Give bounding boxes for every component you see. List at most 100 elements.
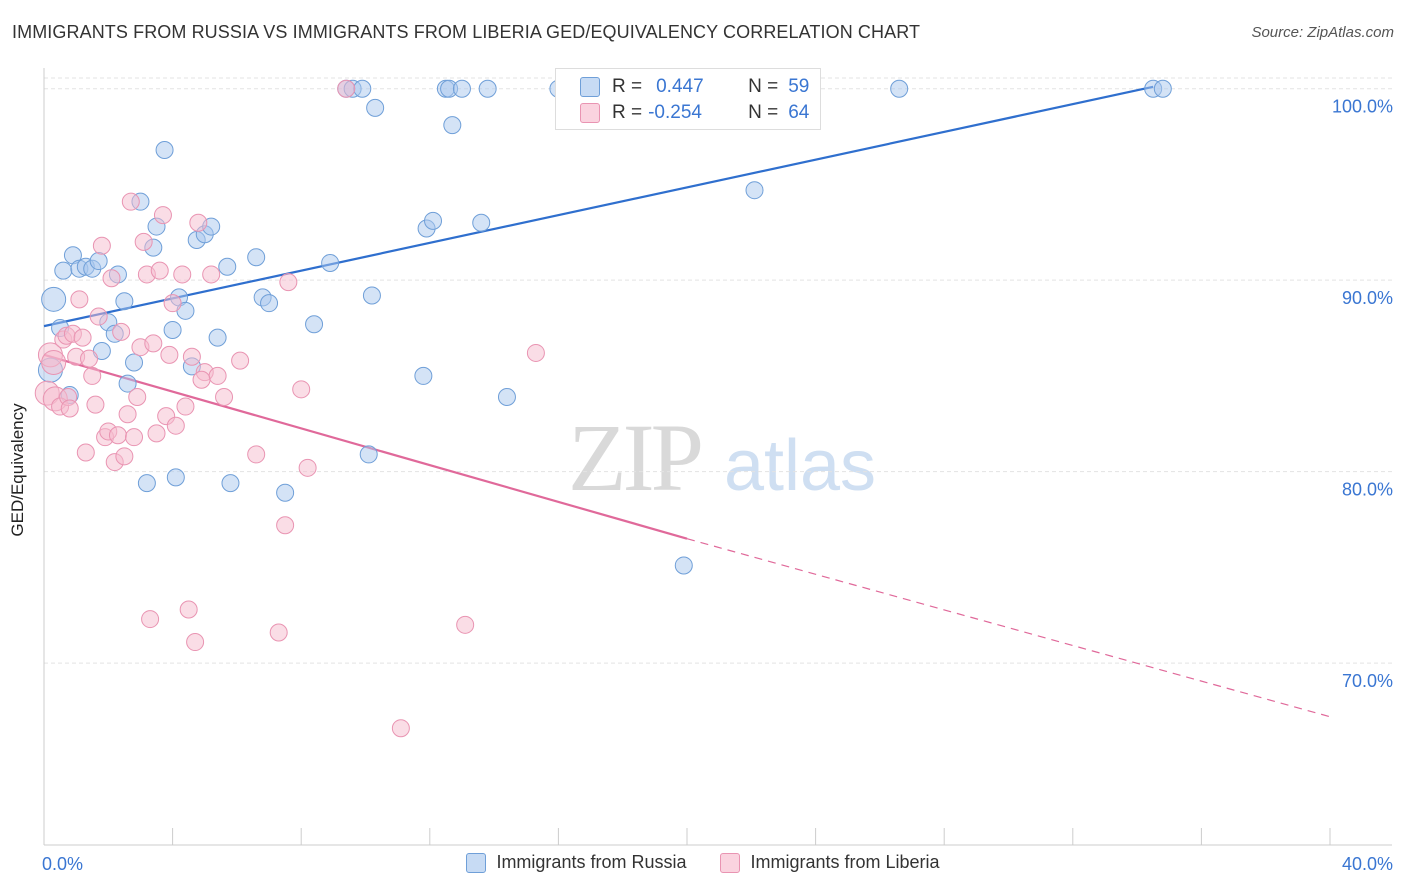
point-russia [366, 98, 385, 117]
point-russia [305, 315, 324, 334]
point-liberia [160, 345, 179, 364]
point-liberia [121, 192, 140, 211]
legend-russia-label: Immigrants from Russia [496, 852, 687, 872]
point-liberia [292, 380, 311, 399]
point-liberia [202, 265, 221, 284]
legend-item-liberia[interactable]: Immigrants from Liberia [720, 852, 940, 873]
point-liberia [73, 328, 92, 347]
point-russia [472, 213, 491, 232]
point-liberia [150, 261, 169, 280]
point-russia [745, 181, 764, 200]
stats-row-russia: R = 0.447 N = 59 [580, 74, 809, 100]
point-russia [41, 286, 67, 312]
point-liberia [231, 351, 250, 370]
y-tick-label: 70.0% [1342, 671, 1393, 691]
point-liberia [115, 447, 134, 466]
series-liberia [34, 79, 545, 738]
stats-liberia-r: -0.254 [648, 102, 702, 123]
point-liberia [118, 405, 137, 424]
point-liberia [215, 387, 234, 406]
point-liberia [60, 399, 79, 418]
point-russia [478, 79, 497, 98]
point-liberia [83, 366, 102, 385]
point-liberia [144, 334, 163, 353]
point-russia [155, 140, 174, 159]
stats-r-label: R = [612, 76, 643, 97]
point-liberia [391, 719, 410, 738]
correlation-stats-box: R = 0.447 N = 59 R = -0.254 N = 64 [555, 68, 821, 130]
stats-n-label: N = [748, 76, 779, 97]
point-liberia [80, 349, 99, 368]
point-russia [54, 261, 73, 280]
watermark-atlas: atlas [724, 426, 876, 506]
point-russia [276, 483, 295, 502]
point-russia [221, 474, 240, 493]
point-russia [353, 79, 372, 98]
point-russia [452, 79, 471, 98]
chart-title: IMMIGRANTS FROM RUSSIA VS IMMIGRANTS FRO… [12, 22, 921, 42]
point-russia [674, 556, 693, 575]
y-tick-label: 90.0% [1342, 288, 1393, 308]
point-liberia [70, 290, 89, 309]
point-liberia [102, 269, 121, 288]
point-liberia [456, 615, 475, 634]
point-liberia [153, 206, 172, 225]
point-russia [118, 374, 137, 393]
point-russia [115, 292, 134, 311]
legend-item-russia[interactable]: Immigrants from Russia [466, 852, 686, 873]
point-liberia [189, 213, 208, 232]
point-liberia [41, 350, 67, 376]
point-russia [1153, 79, 1172, 98]
point-liberia [112, 322, 131, 341]
y-tick-label: 80.0% [1342, 480, 1393, 500]
point-liberia [86, 395, 105, 414]
trend-lines [43, 85, 1331, 718]
point-liberia [166, 416, 185, 435]
point-liberia [176, 397, 195, 416]
point-liberia [526, 343, 545, 362]
point-russia [163, 320, 182, 339]
legend-liberia-swatch [720, 852, 741, 873]
stats-n-label: N = [748, 102, 779, 123]
point-liberia [337, 79, 356, 98]
point-liberia [141, 610, 160, 629]
legend: Immigrants from Russia Immigrants from L… [0, 852, 1406, 873]
axes [43, 68, 1392, 846]
point-russia [208, 328, 227, 347]
point-liberia [92, 236, 111, 255]
point-liberia [269, 623, 288, 642]
chart-source: Source: ZipAtlas.com [1251, 24, 1394, 41]
point-russia [362, 286, 381, 305]
point-liberia [182, 347, 201, 366]
point-liberia [179, 600, 198, 619]
tick-labels: 70.0% 80.0% 90.0% 100.0% 0.0% 40.0% [42, 97, 1393, 874]
point-liberia [128, 387, 147, 406]
russia-swatch [580, 77, 600, 97]
watermark: ZIP atlas [568, 404, 876, 511]
stats-russia-r: 0.447 [656, 76, 704, 97]
gridlines [44, 77, 1392, 664]
point-russia [497, 387, 516, 406]
point-russia [247, 248, 266, 267]
legend-russia-swatch [466, 852, 487, 873]
point-liberia [208, 366, 227, 385]
point-russia [137, 474, 156, 493]
point-liberia [173, 265, 192, 284]
watermark-zip: ZIP [568, 404, 701, 511]
y-tick-label: 100.0% [1332, 97, 1393, 117]
point-liberia [76, 443, 95, 462]
liberia-swatch [580, 103, 600, 123]
point-liberia [192, 370, 211, 389]
data-points [34, 79, 1172, 738]
point-russia [166, 468, 185, 487]
stats-liberia-n: 64 [788, 102, 810, 123]
point-russia [414, 366, 433, 385]
point-liberia [147, 424, 166, 443]
point-russia [260, 294, 279, 313]
point-russia [89, 252, 108, 271]
trend-extension-liberia [686, 538, 1331, 718]
point-russia [359, 445, 378, 464]
point-liberia [125, 428, 144, 447]
x-tick-label-min: 0.0% [42, 854, 83, 874]
